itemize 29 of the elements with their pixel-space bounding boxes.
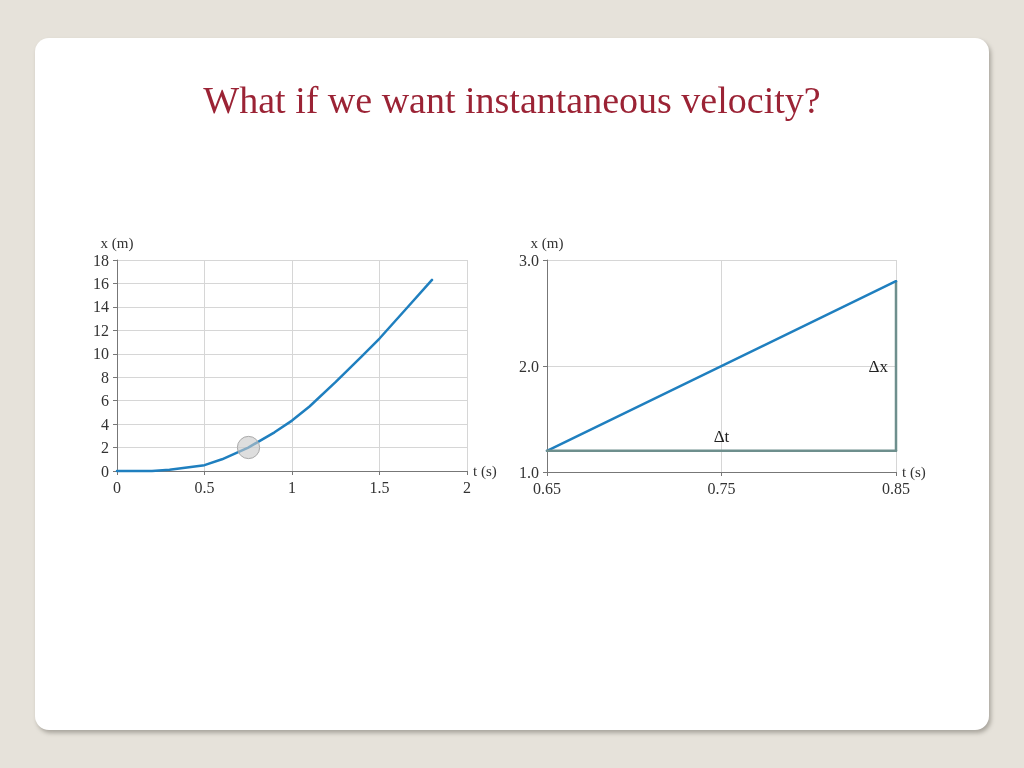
y-tick-label: 10 — [93, 345, 109, 363]
y-axis-title: x (m) — [530, 234, 564, 252]
y-tick-label: 8 — [101, 368, 109, 386]
y-tick-label: 2.0 — [519, 357, 539, 375]
x-tick-label: 0.85 — [882, 479, 910, 497]
y-tick-label: 16 — [93, 274, 109, 292]
y-tick-label: 2 — [101, 439, 109, 457]
y-tick-label: 0 — [101, 462, 109, 480]
x-tick-label: 1.5 — [369, 478, 390, 496]
y-tick-label: 3.0 — [519, 251, 539, 269]
x-tick-label: 0.75 — [707, 479, 736, 497]
x-tick-label: 2 — [463, 478, 471, 496]
annotation: Δx — [868, 356, 889, 376]
y-tick-label: 4 — [101, 415, 109, 433]
y-tick-label: 1.0 — [519, 463, 539, 481]
x-axis-title: t (s) — [473, 463, 497, 480]
y-axis-title: x (m) — [100, 234, 134, 252]
x-tick-label: 0 — [113, 478, 121, 496]
x-axis-title: t (s) — [902, 464, 926, 481]
line-series — [115, 278, 434, 473]
y-tick-label: 14 — [93, 298, 109, 316]
y-tick-label: 12 — [93, 321, 109, 339]
x-tick-label: 1 — [288, 478, 296, 496]
annotation: Δt — [713, 426, 730, 446]
chart-title: What if we want instantaneous velocity? — [202, 78, 822, 122]
y-tick-label: 18 — [93, 251, 109, 269]
x-tick-label: 0.5 — [194, 478, 215, 496]
x-tick-label: 0.65 — [533, 479, 561, 497]
y-tick-label: 6 — [101, 392, 109, 410]
